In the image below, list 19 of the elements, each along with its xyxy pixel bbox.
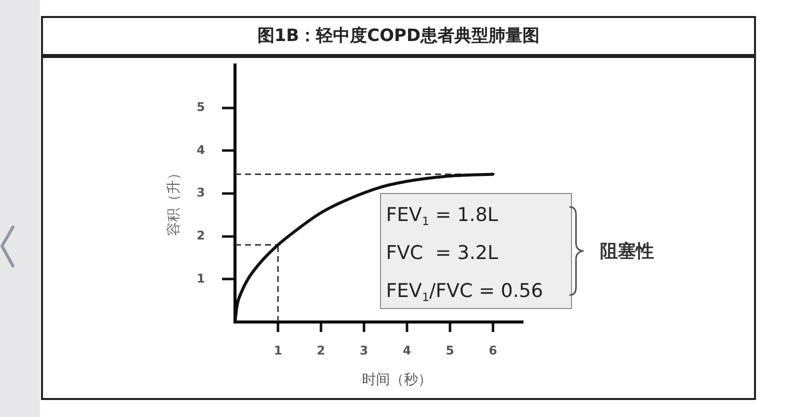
text: 阻塞性	[600, 241, 654, 263]
y-tick-label: 4	[196, 142, 205, 157]
x-tick-label: 5	[446, 343, 454, 358]
y-axis-title: 容积（升）	[166, 166, 182, 236]
annotation: FVC = 3.2L	[386, 242, 498, 264]
y-tick-label: 3	[196, 186, 205, 200]
x-tick-label: 1	[274, 343, 282, 358]
annotation: FEV$_{1}$ = 1.8L	[386, 204, 498, 228]
x-tick-label: 4	[402, 343, 412, 358]
x-tick-label: 3	[360, 343, 368, 358]
chart-title: 图1B：轻中度COPD患者典型肺量图	[257, 26, 540, 46]
x-tick-label: 6	[488, 343, 498, 358]
text-box: FEV$_{1}$ = 1.8L FVC = 3.2L FEV$_{1}$/FVC = 0.56	[380, 193, 572, 309]
y-tick-label: 1	[196, 271, 205, 286]
x-axis-title: 时间（秒）	[362, 372, 432, 388]
annotation: FEV$_{1}$/FVC = 0.56	[386, 280, 544, 304]
y-tick-label: 5	[196, 100, 205, 114]
y-tick-label: 2	[196, 228, 205, 242]
x-tick-label: 2	[316, 343, 326, 358]
